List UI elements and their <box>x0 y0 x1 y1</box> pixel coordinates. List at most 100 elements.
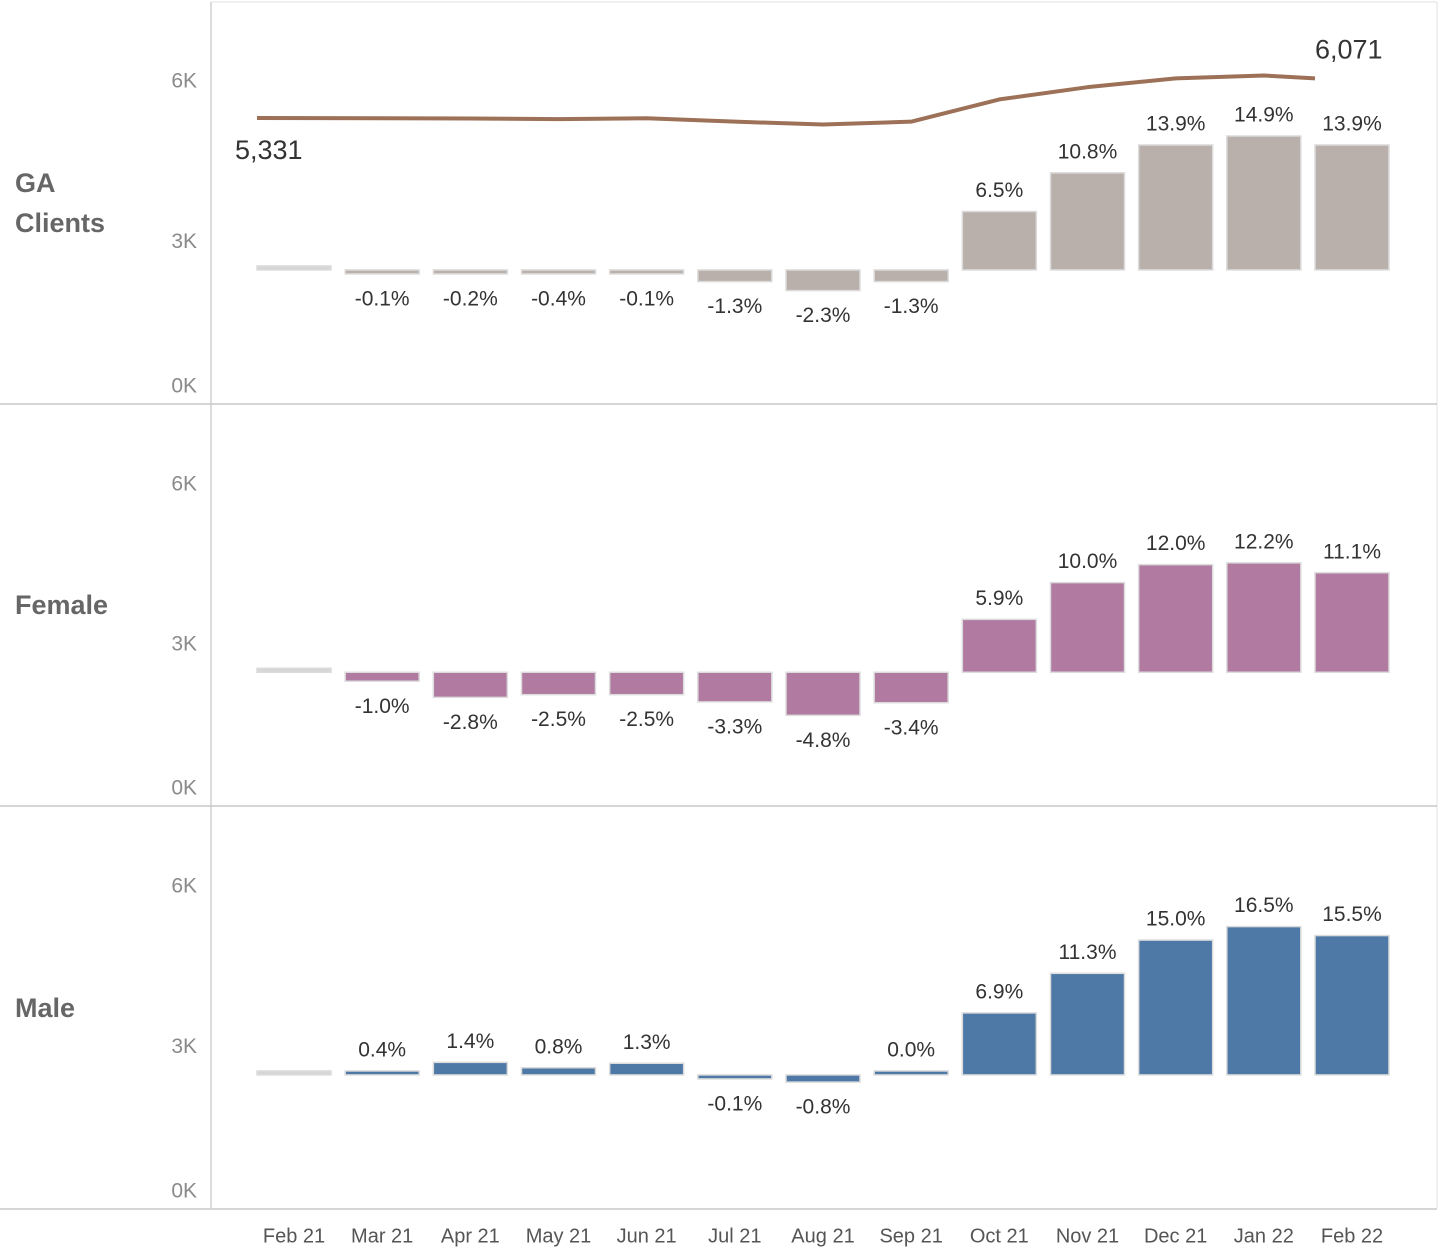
bar <box>1049 972 1126 1076</box>
bar <box>1314 934 1390 1076</box>
data-label: -3.4% <box>884 716 939 739</box>
bar <box>520 671 597 696</box>
bar <box>1226 562 1302 674</box>
y-tick-label: 6K <box>171 70 197 93</box>
data-label: 13.9% <box>1322 113 1382 136</box>
data-label: 12.0% <box>1146 532 1206 555</box>
data-label: -0.4% <box>531 287 586 310</box>
x-tick-label: Jun 21 <box>617 1225 677 1247</box>
y-tick-label: 0K <box>171 375 197 398</box>
bar <box>1049 581 1126 674</box>
data-label: 11.1% <box>1323 540 1381 563</box>
line-label: 6,071 <box>1315 35 1383 65</box>
data-label: -4.8% <box>796 729 851 752</box>
data-label: -0.1% <box>619 287 674 310</box>
data-label: -2.3% <box>796 304 851 327</box>
y-tick-label: 6K <box>171 473 197 496</box>
data-label: -0.2% <box>443 287 498 310</box>
x-tick-label: Feb 21 <box>263 1225 325 1247</box>
bar <box>1137 144 1214 271</box>
line-label: 5,331 <box>235 135 303 165</box>
data-label: -3.3% <box>707 715 762 738</box>
bar <box>961 618 1038 674</box>
bar <box>608 671 685 696</box>
x-tick-label: Sep 21 <box>879 1225 942 1247</box>
x-tick-label: Jul 21 <box>708 1225 761 1247</box>
data-label: -2.5% <box>531 708 586 731</box>
bar <box>961 1012 1038 1076</box>
x-tick-label: Jan 22 <box>1234 1225 1294 1247</box>
x-tick-label: Apr 21 <box>441 1225 500 1247</box>
y-tick-label: 3K <box>171 633 197 656</box>
bar <box>344 269 420 275</box>
x-tick-label: Oct 21 <box>970 1225 1029 1247</box>
bar <box>785 671 861 717</box>
bar <box>785 1074 861 1083</box>
bar <box>1049 172 1126 271</box>
data-label: 14.9% <box>1234 104 1294 127</box>
bar <box>432 671 509 699</box>
bar <box>1137 563 1214 674</box>
bar <box>697 671 773 703</box>
y-tick-label: 0K <box>171 1180 197 1203</box>
data-label: 0.4% <box>358 1038 406 1061</box>
x-tick-label: Aug 21 <box>791 1225 854 1247</box>
data-label: 0.8% <box>535 1035 583 1058</box>
y-tick-label: 6K <box>171 875 197 898</box>
y-tick-label: 0K <box>171 777 197 800</box>
data-label: -0.1% <box>355 287 410 310</box>
bar <box>1314 571 1390 674</box>
bar <box>520 1066 597 1076</box>
bar <box>344 1070 420 1076</box>
data-label: 15.0% <box>1146 908 1206 931</box>
bar <box>1314 144 1390 271</box>
data-label: -1.3% <box>707 295 762 318</box>
data-label: 10.8% <box>1058 140 1118 163</box>
data-label: -1.3% <box>884 295 939 318</box>
bar <box>785 269 861 292</box>
data-label: -2.8% <box>443 711 498 734</box>
row-label: Female <box>15 590 109 620</box>
bar <box>256 667 332 674</box>
y-tick-label: 3K <box>171 230 197 253</box>
bar <box>256 265 332 271</box>
data-label: 1.3% <box>623 1031 671 1054</box>
x-tick-label: May 21 <box>526 1225 592 1247</box>
data-label: 11.3% <box>1059 941 1117 964</box>
y-tick-label: 3K <box>171 1035 197 1058</box>
bar <box>608 1062 685 1076</box>
bar <box>432 1061 509 1076</box>
data-label: 0.0% <box>887 1038 935 1061</box>
bar <box>520 269 597 275</box>
bar <box>344 671 420 682</box>
row-label: Male <box>15 992 76 1023</box>
data-label: -2.5% <box>619 708 674 731</box>
bar <box>432 269 509 275</box>
bar <box>1226 925 1302 1076</box>
data-label: -0.1% <box>707 1092 762 1115</box>
bar <box>697 269 773 283</box>
data-label: 13.9% <box>1146 113 1206 136</box>
bar <box>256 1070 332 1076</box>
bar <box>961 210 1038 271</box>
line <box>256 73 1316 127</box>
data-label: 6.5% <box>975 179 1023 202</box>
data-label: 16.5% <box>1234 894 1294 917</box>
x-tick-label: Feb 22 <box>1321 1225 1383 1247</box>
x-tick-label: Nov 21 <box>1056 1225 1119 1247</box>
bar <box>873 269 949 283</box>
data-label: 10.0% <box>1058 550 1118 573</box>
data-label: 15.5% <box>1322 903 1382 926</box>
bar <box>697 1074 773 1080</box>
bar <box>1137 939 1214 1076</box>
data-label: 6.9% <box>975 980 1023 1003</box>
row-label: GA Clients <box>15 167 106 238</box>
data-label: -0.8% <box>796 1096 851 1119</box>
bar <box>873 671 949 704</box>
x-tick-label: Dec 21 <box>1144 1225 1207 1247</box>
data-label: -1.0% <box>355 695 410 718</box>
x-tick-label: Mar 21 <box>351 1225 413 1247</box>
bar <box>873 1070 949 1076</box>
